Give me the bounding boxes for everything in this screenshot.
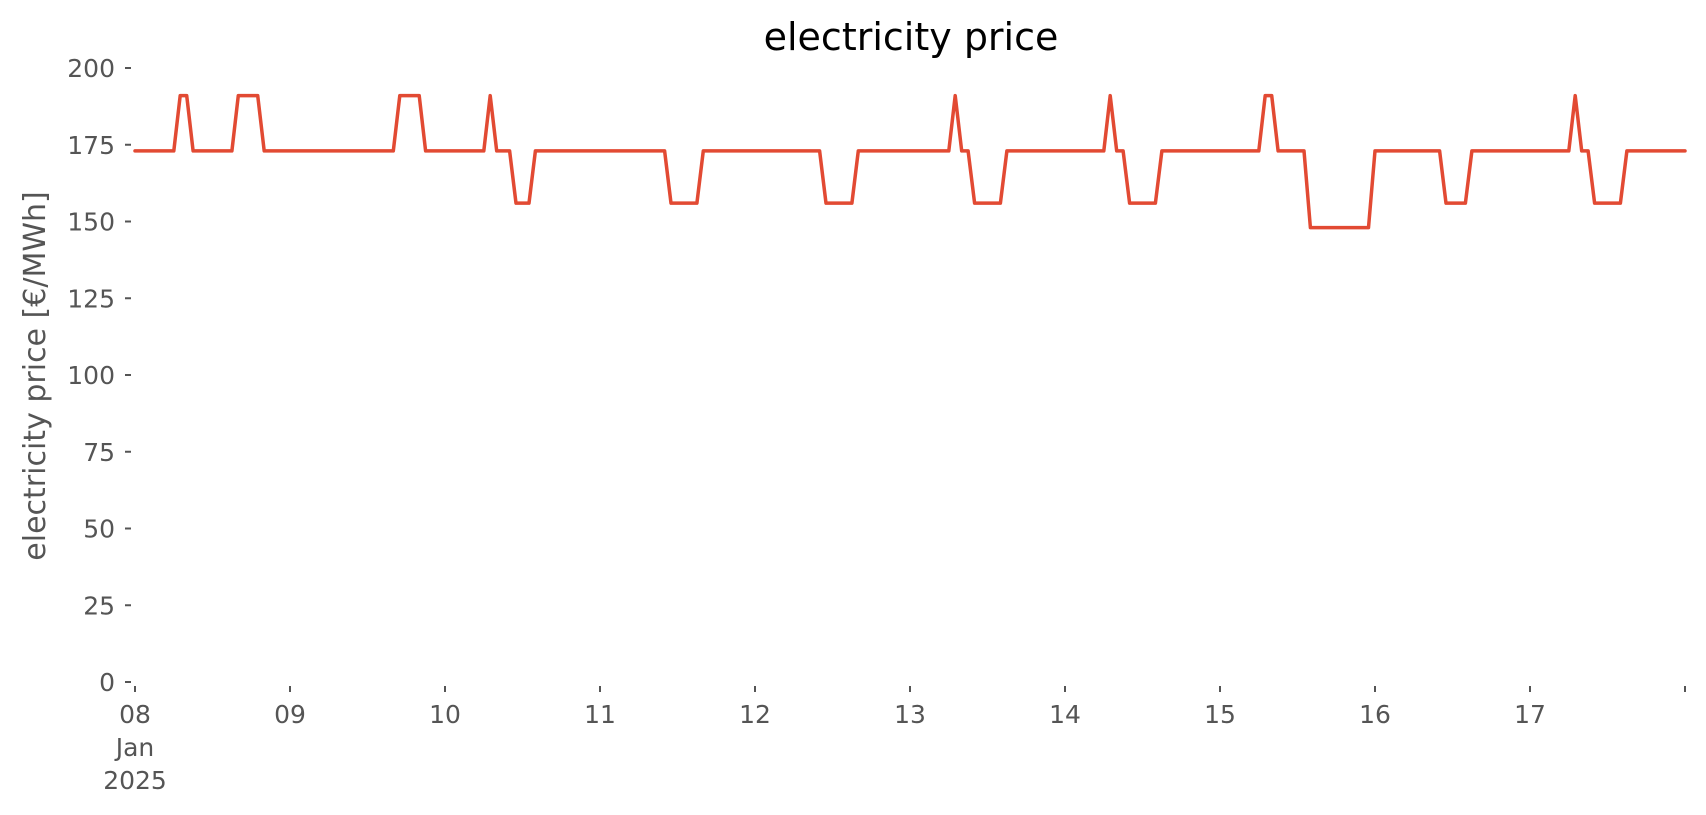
x-tick-label: 17 <box>1514 700 1546 729</box>
x-tick-label: 08 <box>119 700 151 729</box>
x-axis: 08 Jan 2025 09 10 11 12 13 14 15 16 17 <box>103 686 1686 795</box>
y-tick-label: 100 <box>67 361 115 390</box>
y-tick-label: 125 <box>67 284 115 313</box>
series-layer <box>133 93 1687 230</box>
x-tick-label: 16 <box>1359 700 1391 729</box>
price-series-line <box>133 93 1687 230</box>
y-tick-label: 200 <box>67 54 115 83</box>
x-tick-label: 14 <box>1049 700 1081 729</box>
x-tick-label: 10 <box>429 700 461 729</box>
y-tick-label: 25 <box>83 591 115 620</box>
y-tick-label: 0 <box>99 668 115 697</box>
y-tick-label: 50 <box>83 515 115 544</box>
x-tick-label: 15 <box>1204 700 1236 729</box>
x-tick-label: Jan <box>114 733 155 762</box>
x-tick-label: 13 <box>894 700 926 729</box>
x-tick-label: 09 <box>274 700 306 729</box>
y-tick-label: 75 <box>83 438 115 467</box>
y-tick-label: 150 <box>67 208 115 237</box>
x-tick-label: 12 <box>739 700 771 729</box>
x-tick-label: 11 <box>584 700 616 729</box>
x-tick-label: 2025 <box>103 766 167 795</box>
y-tick-label: 175 <box>67 131 115 160</box>
chart-title: electricity price <box>764 15 1059 59</box>
y-axis: 0 25 50 75 100 125 150 175 200 <box>67 54 131 697</box>
y-axis-label: electricity price [€/MWh] <box>18 191 53 560</box>
